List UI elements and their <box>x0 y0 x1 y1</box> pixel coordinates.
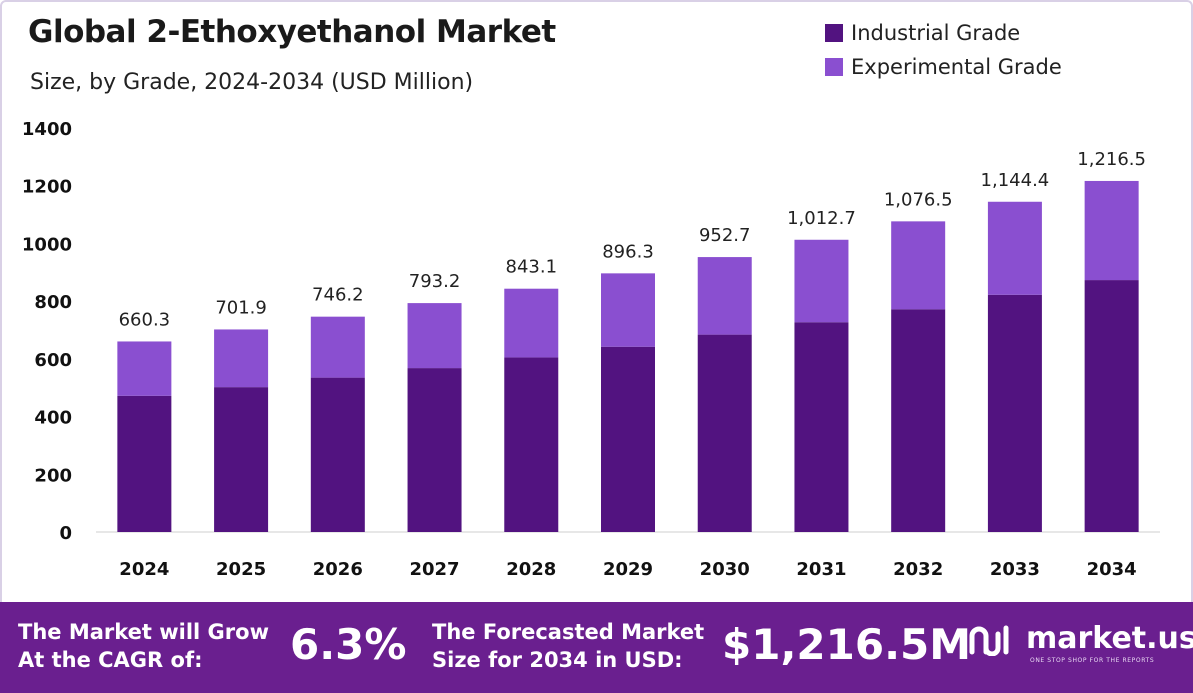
bar-chart: 0 200 400 600 800 1000 1200 1400 660.3 2024 701.9 2… <box>22 119 1160 580</box>
forecast-value: $1,216.5M <box>722 620 972 669</box>
x-tick-label: 2027 <box>409 559 459 580</box>
bar-total-label: 1,144.4 <box>981 170 1050 191</box>
y-tick-label: 1000 <box>22 234 72 255</box>
y-tick-label: 0 <box>59 523 72 544</box>
bar-experimental-grade <box>1084 180 1139 281</box>
bar-total-label: 1,076.5 <box>884 189 953 210</box>
chart-subtitle: Size, by Grade, 2024-2034 (USD Million) <box>30 70 474 95</box>
x-tick-label: 2026 <box>313 559 363 580</box>
bar-total-label: 660.3 <box>119 309 171 330</box>
bar-industrial-grade <box>987 294 1042 532</box>
legend-item-industrial: Industrial Grade <box>825 16 1062 50</box>
bar-industrial-grade <box>504 357 559 532</box>
bar-industrial-grade <box>407 368 462 532</box>
bar-experimental-grade <box>891 221 946 310</box>
cagr-value: 6.3% <box>290 620 407 669</box>
bar-experimental-grade <box>504 288 559 358</box>
bar-experimental-grade <box>310 316 365 378</box>
x-tick-label: 2028 <box>506 559 556 580</box>
chart-title: Global 2-Ethoxyethanol Market <box>28 14 556 50</box>
bar-total-label: 746.2 <box>312 285 364 306</box>
y-tick-label: 1200 <box>22 177 72 198</box>
y-tick-label: 1400 <box>22 119 72 140</box>
bar-experimental-grade <box>117 341 172 396</box>
bar-total-label: 701.9 <box>215 297 267 318</box>
x-tick-label: 2032 <box>893 559 943 580</box>
bar-experimental-grade <box>697 257 752 335</box>
y-tick-label: 800 <box>34 292 72 313</box>
x-tick-label: 2024 <box>119 559 169 580</box>
brand-name: market.us <box>1026 621 1193 656</box>
bar-experimental-grade <box>987 201 1042 295</box>
bar-industrial-grade <box>601 346 655 532</box>
legend-label-experimental: Experimental Grade <box>851 55 1062 79</box>
cagr-label: The Market will Grow At the CAGR of: <box>18 620 269 672</box>
brand-logo: market.us <box>968 622 1193 656</box>
bar-total-label: 1,012.7 <box>787 208 856 229</box>
legend-label-industrial: Industrial Grade <box>851 21 1021 45</box>
bar-total-label: 843.1 <box>506 257 558 278</box>
bar-experimental-grade <box>794 239 849 323</box>
bar-industrial-grade <box>214 387 269 532</box>
bar-industrial-grade <box>891 309 946 532</box>
brand-tagline: ONE STOP SHOP FOR THE REPORTS <box>1030 657 1155 664</box>
bar-industrial-grade <box>794 322 849 532</box>
y-tick-label: 600 <box>34 350 72 371</box>
x-tick-label: 2034 <box>1087 559 1137 580</box>
bar-total-label: 896.3 <box>602 241 654 262</box>
bar-total-label: 1,216.5 <box>1077 149 1146 170</box>
y-tick-label: 200 <box>34 465 72 486</box>
y-tick-label: 400 <box>34 408 72 429</box>
x-tick-label: 2031 <box>796 559 846 580</box>
bar-industrial-grade <box>310 377 365 532</box>
bar-experimental-grade <box>407 303 462 369</box>
forecast-label: The Forecasted Market Size for 2034 in U… <box>432 620 705 672</box>
bar-industrial-grade <box>117 395 172 532</box>
footer-banner: The Market will Grow At the CAGR of: 6.3… <box>0 602 1193 693</box>
legend-item-experimental: Experimental Grade <box>825 50 1062 84</box>
legend-swatch-industrial <box>825 24 843 42</box>
bar-experimental-grade <box>601 273 655 347</box>
x-tick-label: 2030 <box>700 559 750 580</box>
bar-industrial-grade <box>1084 280 1139 532</box>
market-us-logo-icon <box>969 625 1009 656</box>
x-tick-label: 2033 <box>990 559 1040 580</box>
bar-total-label: 793.2 <box>409 271 461 292</box>
x-tick-label: 2025 <box>216 559 266 580</box>
bar-total-label: 952.7 <box>699 225 751 246</box>
x-tick-label: 2029 <box>603 559 653 580</box>
bar-industrial-grade <box>697 334 752 532</box>
bar-experimental-grade <box>214 329 269 388</box>
legend-swatch-experimental <box>825 58 843 76</box>
legend: Industrial Grade Experimental Grade <box>825 16 1062 84</box>
